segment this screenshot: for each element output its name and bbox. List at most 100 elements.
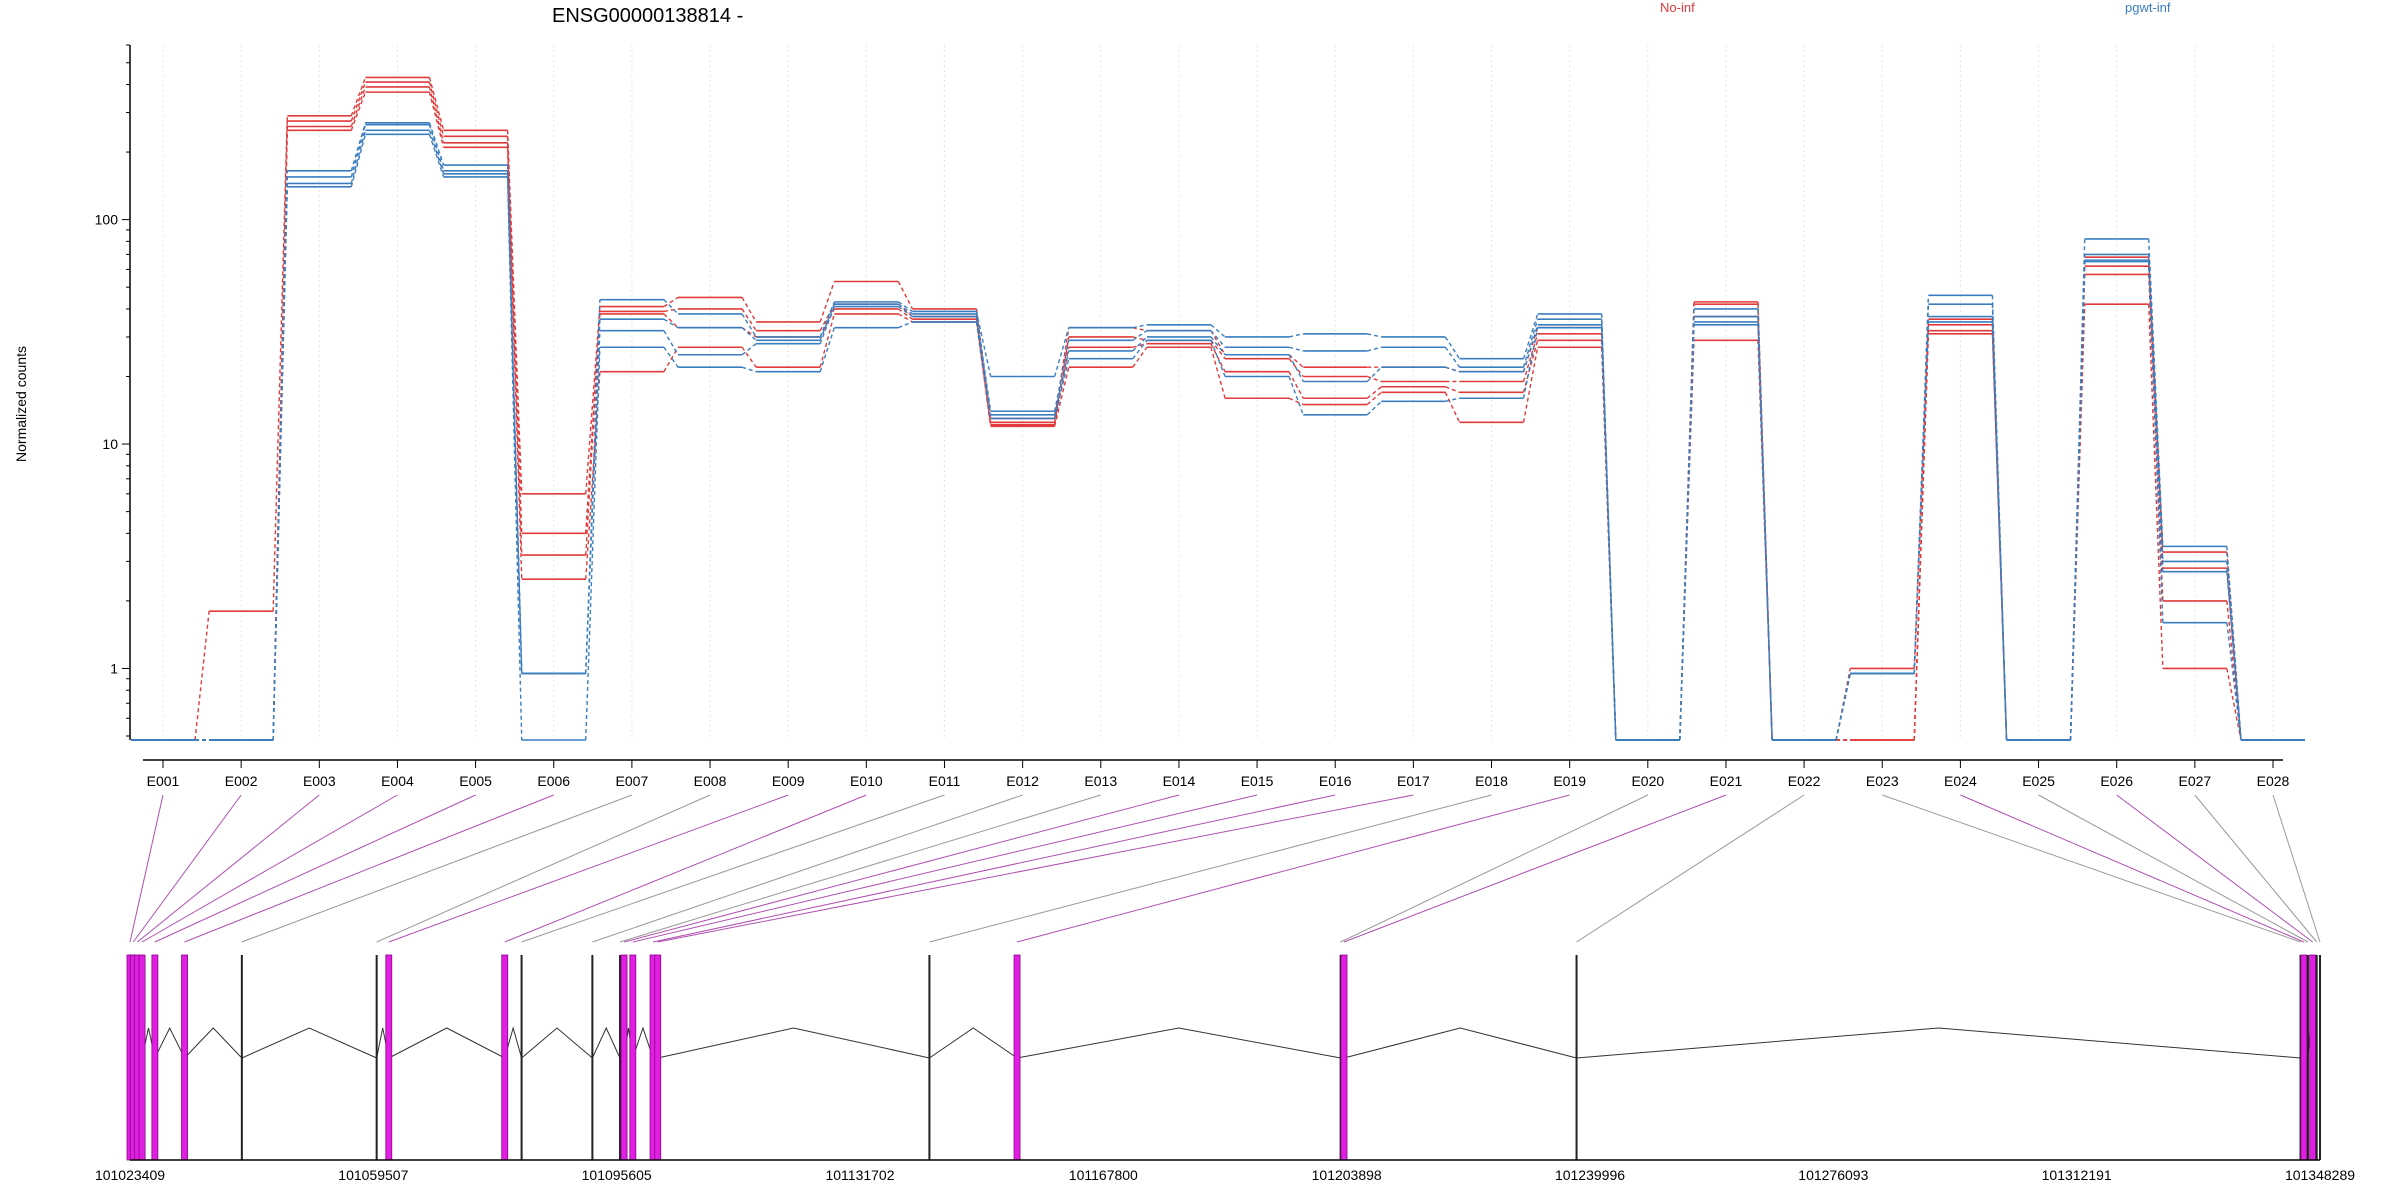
x-tick-label-e015: E015	[1241, 773, 1274, 789]
series-transition	[663, 318, 679, 329]
exon-e017	[654, 954, 662, 1161]
x-tick-label-e027: E027	[2179, 773, 2212, 789]
series-transition	[1522, 313, 1539, 359]
series-transition	[350, 124, 367, 178]
connector-e014	[623, 794, 1180, 943]
series-transition	[1366, 386, 1382, 399]
exon-e014	[620, 954, 628, 1161]
series-transition	[506, 147, 523, 580]
series-transition	[585, 306, 601, 494]
series-transition	[1132, 324, 1148, 329]
connector-e018	[929, 794, 1492, 943]
series-transition	[272, 115, 288, 612]
series-transition	[1679, 321, 1695, 741]
genomic-tick-label: 101239996	[1555, 1167, 1625, 1183]
series-pgwt-inf-6	[131, 129, 2305, 741]
series-transition	[2069, 238, 2086, 741]
connector-e006	[184, 794, 554, 943]
series-transition	[350, 130, 367, 184]
x-tick-label-e004: E004	[381, 773, 414, 789]
x-tick-label-e028: E028	[2257, 773, 2290, 789]
x-tick-label-e002: E002	[225, 773, 258, 789]
genomic-tick-label: 101203898	[1312, 1167, 1382, 1183]
intron-arc	[521, 1027, 593, 1059]
x-tick-label-e016: E016	[1319, 773, 1352, 789]
series-transition	[819, 327, 835, 372]
series-transition	[350, 81, 367, 122]
genomic-tick-label: 101023409	[95, 1167, 165, 1183]
x-tick-label-e010: E010	[850, 773, 883, 789]
series-transition	[898, 321, 913, 329]
series-transition	[2226, 600, 2242, 741]
x-tick-label-e020: E020	[1631, 773, 1664, 789]
series-transition	[506, 173, 523, 674]
legend-no-inf: No-inf	[1660, 0, 1695, 15]
series-transition	[663, 308, 679, 313]
series-transition	[1288, 354, 1304, 382]
y-axis-title: Normalized counts	[13, 346, 29, 462]
connector-e002	[132, 794, 242, 943]
series-transition	[1288, 371, 1304, 399]
chart-title: ENSG00000138814 -	[552, 5, 743, 27]
exon-e018	[928, 955, 931, 1160]
x-tick-label-e001: E001	[147, 773, 180, 789]
series-transition	[1444, 336, 1461, 360]
series-transition	[1053, 327, 1070, 377]
x-tick-label-e021: E021	[1710, 773, 1743, 789]
series-transition	[1210, 330, 1226, 348]
x-tick-label-e022: E022	[1788, 773, 1821, 789]
connector-e016	[652, 794, 1336, 943]
series-transition	[194, 611, 210, 741]
series-transition	[428, 122, 445, 166]
exon-e005	[151, 954, 159, 1161]
series-transition	[741, 297, 757, 323]
series-transition	[1757, 324, 1773, 741]
series-transition	[506, 130, 523, 494]
series-transition	[1835, 673, 1851, 741]
series-no-inf-3	[131, 91, 2305, 741]
series-transition	[1053, 358, 1070, 419]
x-tick-label-e008: E008	[694, 773, 727, 789]
intron-arc	[388, 1027, 505, 1059]
y-tick-label: 100	[95, 212, 119, 228]
y-tick-label: 10	[102, 436, 118, 452]
series-transition	[272, 183, 288, 741]
intron-arc	[154, 1026, 185, 1059]
exon-e026	[2309, 954, 2317, 1161]
series-transition	[897, 281, 914, 310]
connector-e024	[1960, 794, 2305, 943]
x-tick-label-e011: E011	[929, 773, 961, 789]
series-transition	[741, 343, 757, 356]
connector-e010	[504, 794, 867, 943]
series-transition	[1053, 347, 1070, 425]
x-tick-label-e024: E024	[1944, 773, 1977, 789]
genomic-tick-label: 101348289	[2285, 1167, 2355, 1183]
series-transition	[1522, 347, 1539, 423]
series-transition	[350, 91, 367, 131]
series-transition	[819, 313, 836, 368]
connector-e004	[141, 794, 398, 943]
series-transition	[897, 303, 913, 315]
series-transition	[741, 366, 757, 373]
series-transition	[1366, 400, 1382, 416]
x-tick-label-e003: E003	[303, 773, 336, 789]
series-transition	[1444, 392, 1461, 423]
intron-arc	[929, 1027, 1018, 1059]
exon-e013	[619, 955, 622, 1160]
intron-arc	[184, 1027, 243, 1059]
connector-e013	[619, 794, 1101, 943]
connector-e025	[2038, 794, 2309, 943]
series-transition	[897, 308, 913, 320]
series-transition	[1210, 347, 1226, 399]
series-transition	[897, 301, 913, 312]
series-transition	[506, 176, 523, 741]
series-transition	[1132, 336, 1148, 352]
exon-connector-lines	[129, 794, 2321, 943]
series-transition	[1132, 330, 1148, 341]
series-transition	[1288, 346, 1304, 352]
exon-e025	[2306, 955, 2309, 1160]
exon-e007	[240, 955, 243, 1160]
connector-e027	[2194, 794, 2318, 943]
x-tick-label-e014: E014	[1163, 773, 1196, 789]
series-transition	[1132, 343, 1148, 348]
